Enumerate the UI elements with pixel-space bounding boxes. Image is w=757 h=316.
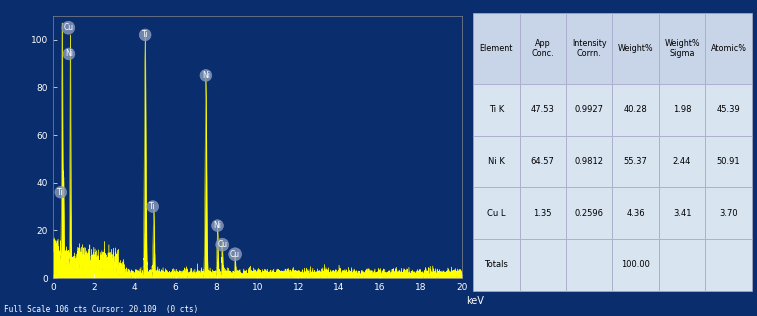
Text: Ni: Ni	[65, 49, 73, 58]
Text: Cu: Cu	[217, 240, 227, 249]
Text: Cu: Cu	[64, 23, 73, 32]
Text: Ti: Ti	[149, 202, 156, 211]
Text: keV: keV	[466, 296, 484, 307]
Text: Ti: Ti	[58, 188, 64, 197]
Text: Full Scale 106 cts Cursor: 20.109  (0 cts): Full Scale 106 cts Cursor: 20.109 (0 cts…	[4, 306, 198, 314]
Text: Cu: Cu	[230, 250, 240, 259]
Text: Ni: Ni	[202, 71, 210, 80]
Text: Ti: Ti	[142, 30, 148, 40]
Text: Ni: Ni	[213, 221, 222, 230]
